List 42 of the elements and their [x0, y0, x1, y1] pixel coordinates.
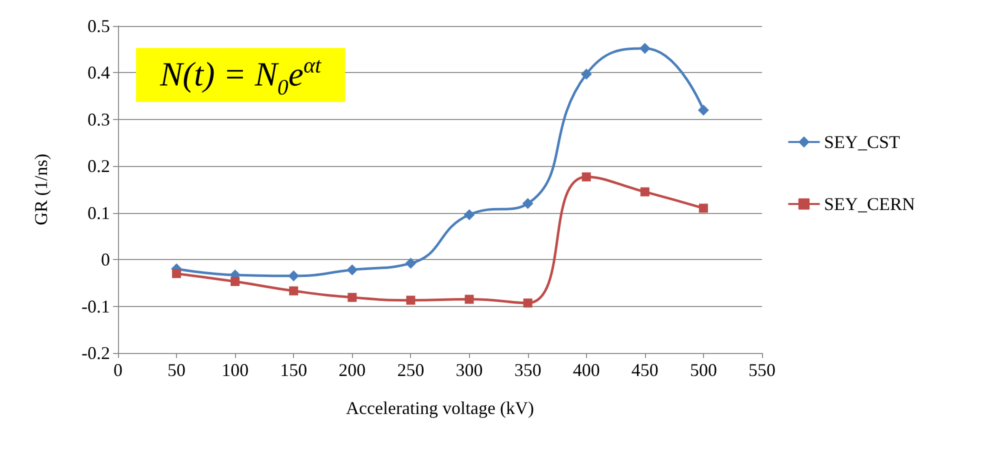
x-axis-title: Accelerating voltage (kV): [346, 398, 534, 418]
y-tick-label: 0.3: [88, 109, 110, 130]
point: [580, 68, 592, 80]
x-tick-label: 300: [456, 360, 483, 380]
y-tick-label: 0.2: [88, 156, 110, 176]
point: [640, 187, 650, 196]
y-axis-title: GR (1/ns): [31, 154, 51, 226]
x-tick-label: 500: [690, 360, 717, 380]
point: [346, 264, 358, 276]
x-tick-label: 450: [631, 360, 658, 380]
point: [230, 277, 240, 286]
point: [406, 296, 416, 305]
point: [698, 104, 709, 116]
y-tick-label: -0.1: [82, 296, 110, 316]
x-tick-label: 50: [168, 360, 186, 380]
point: [523, 298, 532, 308]
x-tick-label: 150: [280, 360, 308, 380]
x-tick-label: 100: [222, 360, 249, 380]
point: [582, 172, 591, 182]
point: [289, 286, 298, 296]
point: [639, 42, 650, 54]
y-tick-label: 0.5: [88, 16, 110, 36]
legend-label: SEY_CERN: [824, 194, 916, 214]
point: [288, 270, 300, 282]
y-tick-label: 0.1: [88, 202, 110, 223]
point: [522, 198, 534, 210]
point: [348, 292, 357, 302]
point: [464, 209, 475, 220]
x-tick-label: 200: [338, 360, 366, 380]
x-tick-label: 400: [572, 360, 600, 380]
y-tick-label: 0.4: [88, 62, 110, 83]
x-tick-label: 250: [397, 360, 424, 380]
y-tick-label: 0: [101, 250, 110, 270]
point: [172, 269, 182, 278]
y-tick-label: -0.2: [82, 343, 110, 363]
point: [698, 204, 708, 213]
x-tick-label: 0: [114, 360, 122, 380]
x-tick-label: 350: [514, 360, 542, 380]
x-tick-label: 550: [748, 360, 776, 380]
point: [464, 294, 474, 304]
legend-label: SEY_CST: [824, 132, 900, 152]
point: [405, 258, 416, 269]
